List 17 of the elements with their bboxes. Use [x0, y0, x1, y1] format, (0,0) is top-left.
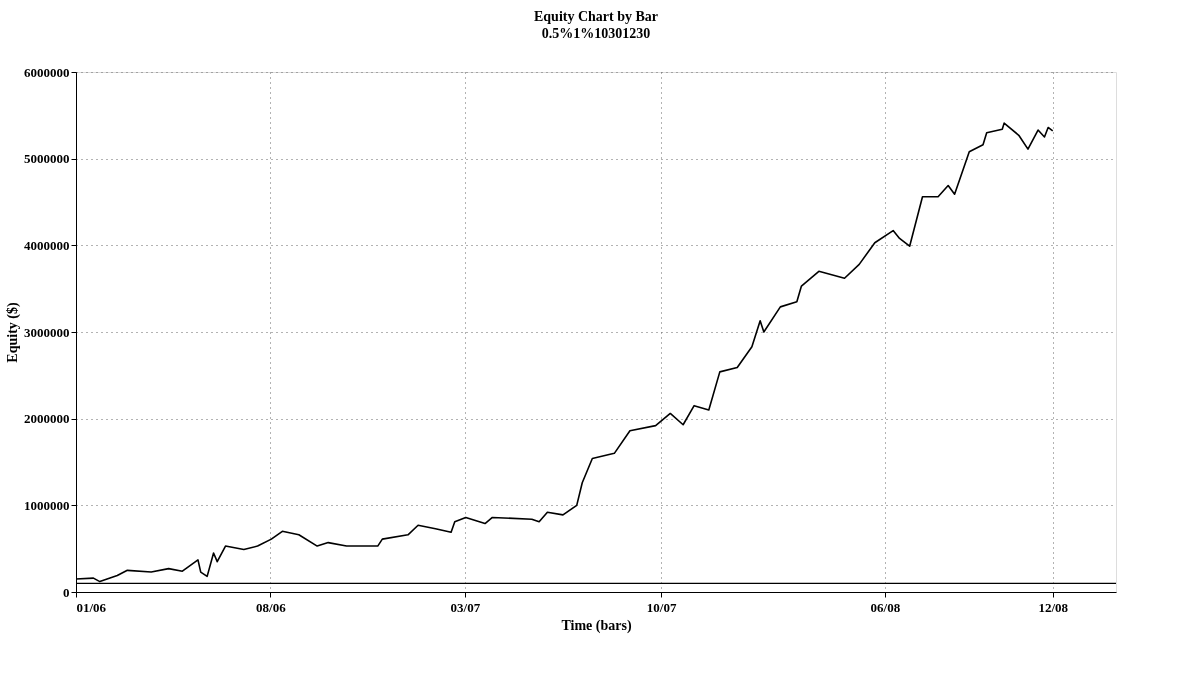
- x-tick-label: 08/06: [256, 599, 287, 615]
- y-tick-label: 2000000: [24, 411, 70, 427]
- x-tick-label: 12/08: [1038, 599, 1069, 615]
- chart-subtitle: 0.5%1%10301230: [541, 26, 651, 41]
- x-tick-label: 03/07: [450, 599, 481, 615]
- chart-title: Equity Chart by Bar: [533, 9, 659, 24]
- y-tick-label: 4000000: [24, 237, 70, 253]
- x-axis-title: Time (bars): [561, 617, 632, 634]
- x-tick-label: 10/07: [646, 599, 677, 615]
- x-tick-label: 06/08: [870, 599, 901, 615]
- y-tick-label: 3000000: [24, 324, 70, 340]
- x-tick-label: 01/06: [76, 599, 107, 615]
- y-tick-label: 5000000: [24, 151, 70, 167]
- y-tick-label: 0: [63, 584, 70, 600]
- y-axis-title: Equity ($): [5, 302, 21, 363]
- y-tick-label: 1000000: [24, 497, 70, 513]
- y-tick-label: 6000000: [24, 64, 70, 80]
